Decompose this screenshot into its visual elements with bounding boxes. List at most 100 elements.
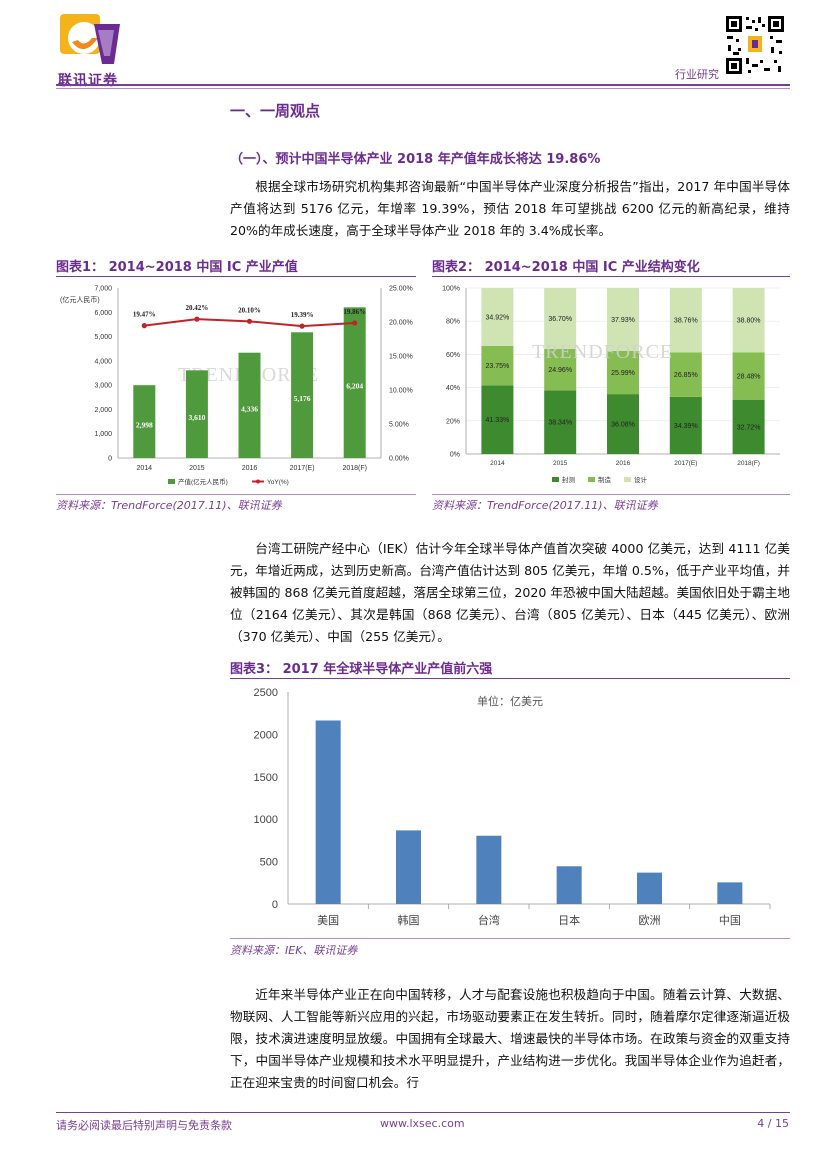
- chart1-legend-line-label: YoY(%): [267, 479, 289, 486]
- chart2-legend-swatch: [552, 477, 559, 482]
- chart3-background: [230, 682, 790, 934]
- chart1-yoy-label: 20.42%: [186, 304, 209, 312]
- chart1-yoy-label: 19.86%: [343, 308, 366, 316]
- chart2-legend-swatch: [588, 477, 595, 482]
- chart1-yoy-point: [246, 318, 253, 324]
- chart3-ytick-label: 2000: [254, 729, 278, 741]
- chart2-xtick-label: 2014: [490, 460, 505, 467]
- chart1-yoy-label: 20.10%: [238, 306, 261, 314]
- chart2-xtick-label: 2017(E): [674, 460, 697, 467]
- figure-2-title: 图表2： 2014~2018 中国 IC 产业结构变化: [432, 260, 700, 275]
- chart-ic-structure: 0% 20% 40% 60% 80% 100% 41.33% 23.75% 34.92% 2014…: [432, 280, 790, 490]
- footer-page-number: 4 / 15: [757, 1117, 789, 1130]
- chart3-bar: [556, 866, 582, 904]
- company-logo: 联讯证券: [58, 12, 130, 89]
- chart1-y2tick-label: 0.00%: [389, 456, 409, 463]
- chart2-bar-segment: [669, 396, 702, 454]
- figure-1-rule: [56, 276, 416, 277]
- chart2-segment-label: 34.92%: [486, 314, 510, 321]
- chart1-y2tick-label: 5.00%: [389, 422, 409, 429]
- chart1-ytick-label: 6,000: [94, 310, 112, 317]
- chart3-bar: [717, 882, 743, 904]
- chart-ic-output-svg: (亿元人民币) 0 1,000 2,000 3,000 4,000 5,000 6,000 7,…: [56, 280, 416, 490]
- footer-disclaimer[interactable]: 请务必阅读最后特别声明与免责条款: [56, 1119, 232, 1132]
- section-title: 一、一周观点: [230, 102, 321, 120]
- chart1-y2tick-label: 20.00%: [389, 320, 413, 327]
- chart2-bar-segment: [732, 288, 765, 353]
- chart2-ytick-label: 80%: [446, 319, 460, 326]
- chart1-bar-label: 5,176: [294, 394, 311, 403]
- chart3-xtick-label: 台湾: [478, 913, 500, 927]
- figure-3-source: 资料来源：IEK、联讯证券: [230, 944, 358, 957]
- figure-2-source-rule: [432, 494, 790, 495]
- chart2-ytick-label: 100%: [442, 286, 460, 293]
- footer-url[interactable]: www.lxsec.com: [380, 1117, 465, 1130]
- chart1-legend-bar-swatch: [168, 479, 175, 484]
- chart2-bar-segment: [669, 288, 702, 353]
- paragraph-2-text: 台湾工研院产经中心（IEK）估计今年全球半导体产值首次突破 4000 亿美元，达…: [230, 541, 790, 644]
- chart1-bar-label: 3,610: [188, 413, 205, 422]
- logo-text: 联讯证券: [58, 73, 118, 89]
- chart3-ytick-label: 2500: [254, 687, 278, 699]
- chart2-bar-segment: [732, 399, 765, 454]
- chart2-segment-label: 28.48%: [737, 374, 761, 381]
- chart2-ytick-label: 0%: [450, 452, 460, 459]
- chart3-bar: [396, 830, 421, 904]
- chart2-segment-label: 36.70%: [548, 316, 572, 323]
- paragraph-1: 根据全球市场研究机构集邦咨询最新“中国半导体产业深度分析报告”指出，2017 年…: [230, 176, 790, 242]
- chart2-segment-label: 26.85%: [674, 372, 698, 379]
- chart2-bar-segment: [481, 385, 514, 454]
- chart1-ytick-label: 7,000: [94, 286, 112, 293]
- chart1-y2tick-label: 25.00%: [389, 286, 413, 293]
- footer-divider: [56, 1112, 790, 1113]
- chart1-bar: [185, 370, 208, 458]
- chart2-segment-label: 36.08%: [611, 422, 635, 429]
- chart2-segment-label: 38.34%: [548, 420, 572, 427]
- chart2-bar-segment: [607, 350, 639, 395]
- chart1-bar-label: 2,998: [136, 421, 153, 430]
- chart1-bar-label: 6,204: [346, 382, 363, 391]
- report-category-label: 行业研究: [675, 68, 719, 81]
- chart3-xtick-label: 美国: [317, 914, 339, 927]
- figure-2-rule: [432, 276, 790, 277]
- chart2-bar-segment: [481, 345, 514, 386]
- chart1-legend-line-point: [256, 479, 260, 484]
- chart-top6: 0 500 1000 1500 2000 2500 单位：亿美元 美国 韩国 台湾 日本 欧洲 中国: [230, 682, 790, 934]
- chart2-legend-label: 封测: [562, 475, 576, 484]
- chart3-ytick-label: 1000: [254, 814, 278, 826]
- figure-3-rule: [230, 678, 790, 679]
- chart-ic-structure-svg: 0% 20% 40% 60% 80% 100% 41.33% 23.75% 34.92% 2014…: [432, 280, 790, 490]
- header-divider: [56, 84, 790, 86]
- figure-1-source: 资料来源：TrendForce(2017.11)、联讯证券: [56, 499, 282, 512]
- chart2-bar-segment: [481, 288, 514, 346]
- paragraph-2: 台湾工研院产经中心（IEK）估计今年全球半导体产值首次突破 4000 亿美元，达…: [230, 538, 790, 648]
- section-subtitle: （一）、预计中国半导体产业 2018 年产值年成长将达 19.86%: [230, 152, 601, 167]
- chart1-bar: [238, 352, 261, 458]
- chart1-yoy-label: 19.47%: [133, 311, 156, 319]
- figure-3-source-rule: [230, 938, 790, 939]
- chart1-ytick-label: 5,000: [94, 334, 112, 341]
- chart3-bar: [315, 720, 341, 904]
- figure-1-title: 图表1： 2014~2018 中国 IC 产业产值: [56, 260, 298, 275]
- chart2-segment-label: 23.75%: [486, 363, 510, 370]
- figure-2-source: 资料来源：TrendForce(2017.11)、联讯证券: [432, 499, 658, 512]
- chart3-ytick-label: 0: [272, 899, 278, 911]
- chart2-segment-label: 38.80%: [737, 318, 761, 325]
- chart2-segment-label: 32.72%: [737, 424, 761, 431]
- chart3-xtick-label: 日本: [558, 913, 580, 927]
- chart1-yoy-point: [141, 323, 147, 329]
- chart2-segment-label: 24.96%: [548, 367, 572, 374]
- chart2-bar-segment: [607, 288, 639, 351]
- chart1-ytick-label: 4,000: [94, 358, 112, 365]
- chart1-yoy-point: [299, 323, 305, 329]
- chart2-ytick-label: 60%: [446, 352, 460, 359]
- chart3-bar: [476, 835, 502, 904]
- chart3-xtick-label: 韩国: [398, 913, 420, 927]
- chart2-xtick-label: 2018(F): [737, 460, 760, 467]
- chart1-ytick-label: 1,000: [94, 431, 112, 438]
- chart2-bar-segment: [544, 390, 577, 454]
- chart1-xtick-label: 2017(E): [290, 465, 315, 472]
- chart2-xtick-label: 2015: [553, 460, 568, 467]
- chart1-ytick-label: 0: [108, 456, 112, 463]
